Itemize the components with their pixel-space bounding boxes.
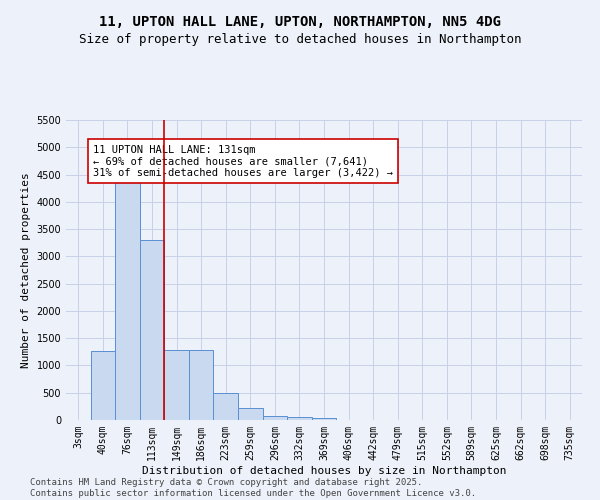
- Bar: [214, 392, 238, 420]
- Text: Contains HM Land Registry data © Crown copyright and database right 2025.
Contai: Contains HM Land Registry data © Crown c…: [30, 478, 476, 498]
- Text: 11 UPTON HALL LANE: 131sqm
← 69% of detached houses are smaller (7,641)
31% of s: 11 UPTON HALL LANE: 131sqm ← 69% of deta…: [93, 144, 393, 178]
- Bar: [140, 240, 164, 420]
- Bar: [263, 416, 287, 420]
- Bar: [312, 418, 336, 420]
- Bar: [164, 350, 189, 420]
- Text: Size of property relative to detached houses in Northampton: Size of property relative to detached ho…: [79, 32, 521, 46]
- Bar: [91, 350, 115, 420]
- Bar: [238, 408, 263, 420]
- Y-axis label: Number of detached properties: Number of detached properties: [21, 172, 31, 368]
- Bar: [189, 350, 214, 420]
- Bar: [287, 418, 312, 420]
- X-axis label: Distribution of detached houses by size in Northampton: Distribution of detached houses by size …: [142, 466, 506, 475]
- Bar: [115, 181, 140, 420]
- Text: 11, UPTON HALL LANE, UPTON, NORTHAMPTON, NN5 4DG: 11, UPTON HALL LANE, UPTON, NORTHAMPTON,…: [99, 15, 501, 29]
